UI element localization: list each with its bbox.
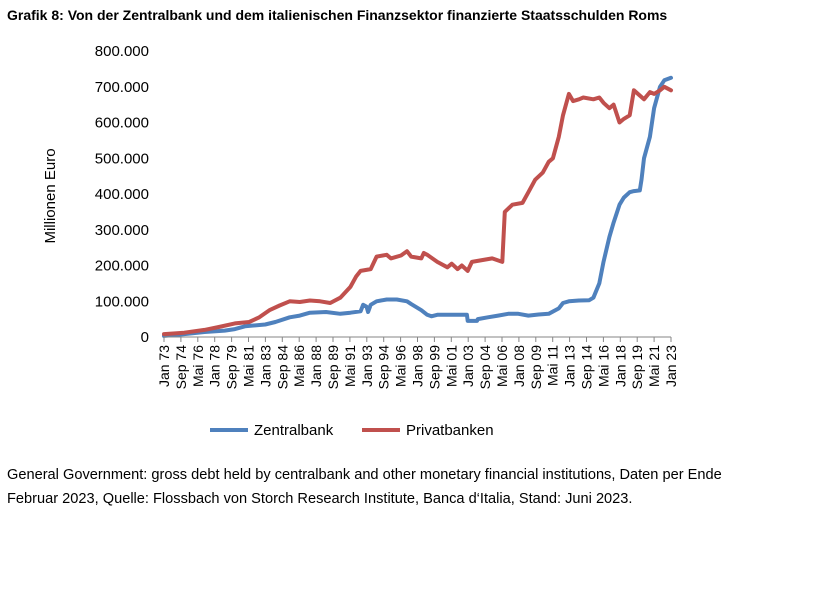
x-tick-label: Mai 81 — [241, 345, 257, 387]
series-line-privatbanken — [162, 84, 673, 337]
x-tick-label: Jan 08 — [511, 345, 527, 387]
footnote-line-1: General Government: gross debt held by c… — [7, 467, 722, 483]
series-line-zentralbank — [162, 75, 673, 338]
y-tick-label: 400.000 — [95, 186, 149, 203]
y-tick-label: 100.000 — [95, 293, 149, 310]
x-tick-label: Sep 14 — [579, 345, 595, 390]
x-tick-label: Sep 19 — [629, 345, 645, 390]
x-tick-label: Mai 11 — [545, 345, 561, 386]
x-tick-label: Jan 78 — [207, 345, 223, 387]
x-tick-label: Sep 74 — [173, 345, 189, 390]
x-tick-label: Mai 91 — [342, 345, 358, 387]
legend-label-privatbanken: Privatbanken — [406, 422, 494, 439]
x-tick-label: Sep 09 — [528, 345, 544, 390]
x-tick-label: Mai 76 — [190, 345, 206, 387]
footnote-line-2: Februar 2023, Quelle: Flossbach von Stor… — [7, 491, 633, 507]
x-tick-label: Mai 01 — [443, 345, 459, 387]
x-tick-label: Jan 83 — [257, 345, 273, 387]
y-tick-label: 800.000 — [95, 43, 149, 60]
x-tick-label: Jan 23 — [663, 345, 679, 387]
x-tick-label: Jan 98 — [410, 345, 426, 387]
x-tick-label: Sep 94 — [376, 345, 392, 390]
x-tick-label: Jan 13 — [562, 345, 578, 387]
x-tick-label: Mai 96 — [393, 345, 409, 387]
footnote: General Government: gross debt held by c… — [7, 463, 812, 511]
chart-title: Grafik 8: Von der Zentralbank und dem it… — [7, 7, 668, 23]
x-tick-label: Mai 16 — [595, 345, 611, 387]
y-tick-label: 0 — [141, 329, 149, 346]
legend-label-zentralbank: Zentralbank — [254, 422, 334, 439]
x-tick-label: Mai 86 — [291, 345, 307, 387]
x-tick-label: Jan 03 — [460, 345, 476, 387]
y-tick-label: 300.000 — [95, 222, 149, 239]
y-tick-label: 600.000 — [95, 115, 149, 132]
x-tick-label: Sep 79 — [224, 345, 240, 390]
line-chart: Millionen Euro 0 100.000 200.000 300.000 400… — [42, 43, 679, 439]
x-tick-label: Sep 99 — [426, 345, 442, 390]
x-tick-label: Jan 93 — [359, 345, 375, 387]
y-axis-label: Millionen Euro — [42, 148, 59, 243]
y-tick-label: 700.000 — [95, 79, 149, 96]
x-tick-label: Jan 88 — [308, 345, 324, 387]
x-tick-label: Jan 73 — [156, 345, 172, 387]
x-tick-label: Mai 21 — [646, 345, 662, 387]
x-tick-label: Jan 18 — [612, 345, 628, 387]
x-tick-label: Sep 84 — [274, 345, 290, 390]
y-tick-label: 500.000 — [95, 150, 149, 167]
x-tick-label: Sep 89 — [325, 345, 341, 390]
x-tick-label: Sep 04 — [477, 345, 493, 390]
x-tick-label: Mai 06 — [494, 345, 510, 387]
y-tick-label: 200.000 — [95, 258, 149, 275]
